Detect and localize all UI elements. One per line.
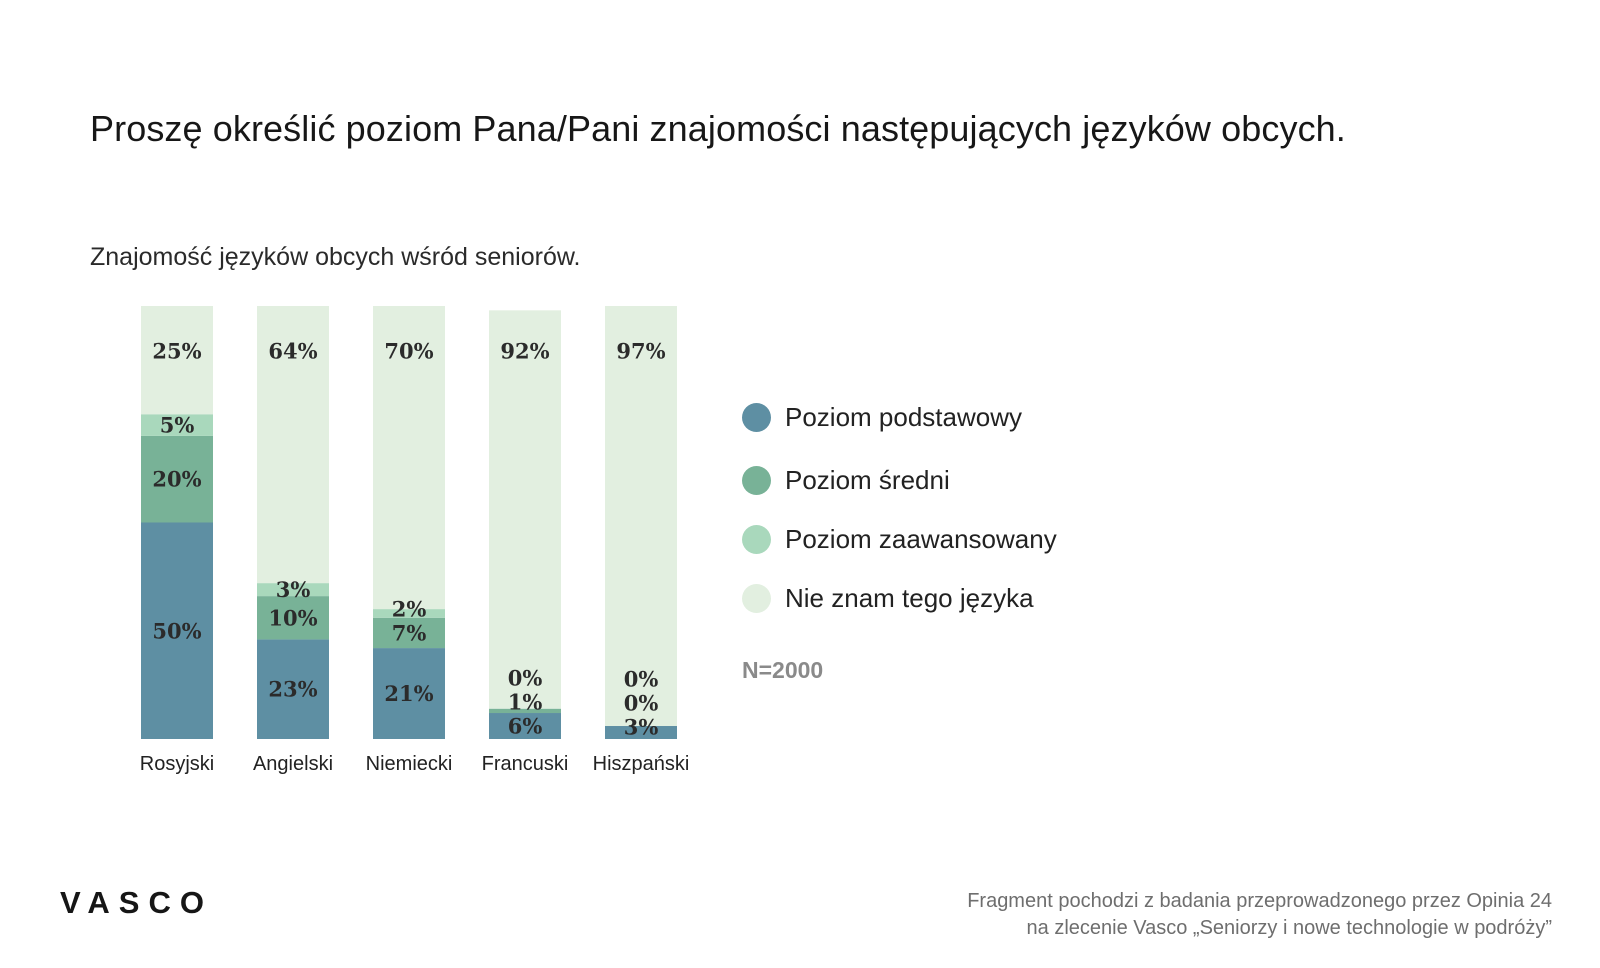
bar-segment-niemiecki-poziom-zaawansowany bbox=[373, 609, 445, 618]
value-label-francuski-poziom-sredni: 1% bbox=[508, 690, 543, 715]
bar-segment-niemiecki-nie-znam-tego-jezyka bbox=[373, 306, 445, 610]
legend-item-basic: Poziom podstawowy bbox=[742, 402, 1022, 433]
value-label-francuski-nie-znam-tego-jezyka: 92% bbox=[500, 339, 549, 364]
legend-swatch-advanced bbox=[742, 525, 771, 554]
legend-swatch-basic bbox=[742, 403, 771, 432]
category-label-hiszpanski: Hiszpański bbox=[593, 753, 690, 775]
value-label-angielski-poziom-zaawansowany: 3% bbox=[276, 577, 311, 602]
value-label-rosyjski-poziom-podstawowy: 50% bbox=[152, 618, 201, 643]
bar-segment-angielski-poziom-zaawansowany bbox=[257, 583, 329, 597]
value-label-francuski-poziom-zaawansowany: 0% bbox=[508, 666, 543, 691]
value-label-hiszpanski-poziom-zaawansowany: 0% bbox=[624, 667, 659, 692]
bar-segment-francuski-poziom-sredni bbox=[489, 708, 561, 714]
bar-segment-niemiecki-poziom-podstawowy bbox=[373, 648, 445, 739]
legend-label-unknown: Nie znam tego języka bbox=[785, 583, 1034, 613]
value-label-rosyjski-poziom-sredni: 20% bbox=[152, 467, 201, 492]
value-label-hiszpanski-nie-znam-tego-jezyka: 97% bbox=[616, 339, 665, 364]
category-label-angielski: Angielski bbox=[253, 753, 333, 775]
value-label-angielski-poziom-podstawowy: 23% bbox=[268, 677, 317, 702]
legend-swatch-intermediate bbox=[742, 466, 771, 495]
source-note: Fragment pochodzi z badania przeprowadzo… bbox=[967, 888, 1552, 942]
bar-segment-angielski-poziom-sredni bbox=[257, 596, 329, 640]
category-label-francuski: Francuski bbox=[482, 753, 569, 775]
page-title: Proszę określić poziom Pana/Pani znajomo… bbox=[90, 108, 1346, 149]
value-label-hiszpanski-poziom-sredni: 0% bbox=[624, 691, 659, 716]
bar-segment-rosyjski-poziom-zaawansowany bbox=[141, 414, 213, 436]
category-label-rosyjski: Rosyjski bbox=[140, 753, 214, 775]
value-label-niemiecki-nie-znam-tego-jezyka: 70% bbox=[384, 339, 433, 364]
bar-segment-angielski-nie-znam-tego-jezyka bbox=[257, 306, 329, 584]
value-label-niemiecki-poziom-zaawansowany: 2% bbox=[392, 596, 427, 621]
bar-segment-francuski-poziom-podstawowy bbox=[489, 713, 561, 739]
legend-label-advanced: Poziom zaawansowany bbox=[785, 524, 1057, 554]
source-line-2: na zlecenie Vasco „Seniorzy i nowe techn… bbox=[1026, 917, 1552, 939]
bar-segment-hiszpanski-nie-znam-tego-jezyka bbox=[605, 306, 677, 727]
value-label-niemiecki-poziom-sredni: 7% bbox=[392, 620, 427, 645]
value-label-angielski-nie-znam-tego-jezyka: 64% bbox=[268, 339, 317, 364]
bar-segment-niemiecki-poziom-sredni bbox=[373, 617, 445, 649]
value-label-francuski-poziom-podstawowy: 6% bbox=[508, 714, 543, 739]
legend-label-basic: Poziom podstawowy bbox=[785, 402, 1022, 432]
value-label-hiszpanski-poziom-podstawowy: 3% bbox=[624, 715, 659, 740]
legend-item-unknown: Nie znam tego języka bbox=[742, 583, 1034, 614]
value-label-rosyjski-nie-znam-tego-jezyka: 25% bbox=[152, 339, 201, 364]
bar-segment-angielski-poziom-podstawowy bbox=[257, 639, 329, 739]
bar-segment-rosyjski-poziom-podstawowy bbox=[141, 522, 213, 739]
bar-segment-rosyjski-poziom-sredni bbox=[141, 435, 213, 523]
legend-item-advanced: Poziom zaawansowany bbox=[742, 524, 1057, 555]
bar-segment-francuski-nie-znam-tego-jezyka bbox=[489, 310, 561, 709]
legend-swatch-unknown bbox=[742, 584, 771, 613]
sample-size-note: N=2000 bbox=[742, 657, 824, 683]
bar-segment-rosyjski-nie-znam-tego-jezyka bbox=[141, 306, 213, 415]
source-line-1: Fragment pochodzi z badania przeprowadzo… bbox=[967, 890, 1552, 912]
value-label-angielski-poziom-sredni: 10% bbox=[268, 605, 317, 630]
category-label-niemiecki: Niemiecki bbox=[366, 753, 453, 775]
vasco-logo: VASCO bbox=[60, 885, 213, 920]
legend-item-intermediate: Poziom średni bbox=[742, 465, 950, 496]
chart-subtitle: Znajomość języków obcych wśród seniorów. bbox=[90, 243, 581, 271]
legend-label-intermediate: Poziom średni bbox=[785, 465, 950, 495]
value-label-rosyjski-poziom-zaawansowany: 5% bbox=[160, 413, 195, 438]
bar-segment-hiszpanski-poziom-podstawowy bbox=[605, 726, 677, 739]
value-label-niemiecki-poziom-podstawowy: 21% bbox=[384, 681, 433, 706]
